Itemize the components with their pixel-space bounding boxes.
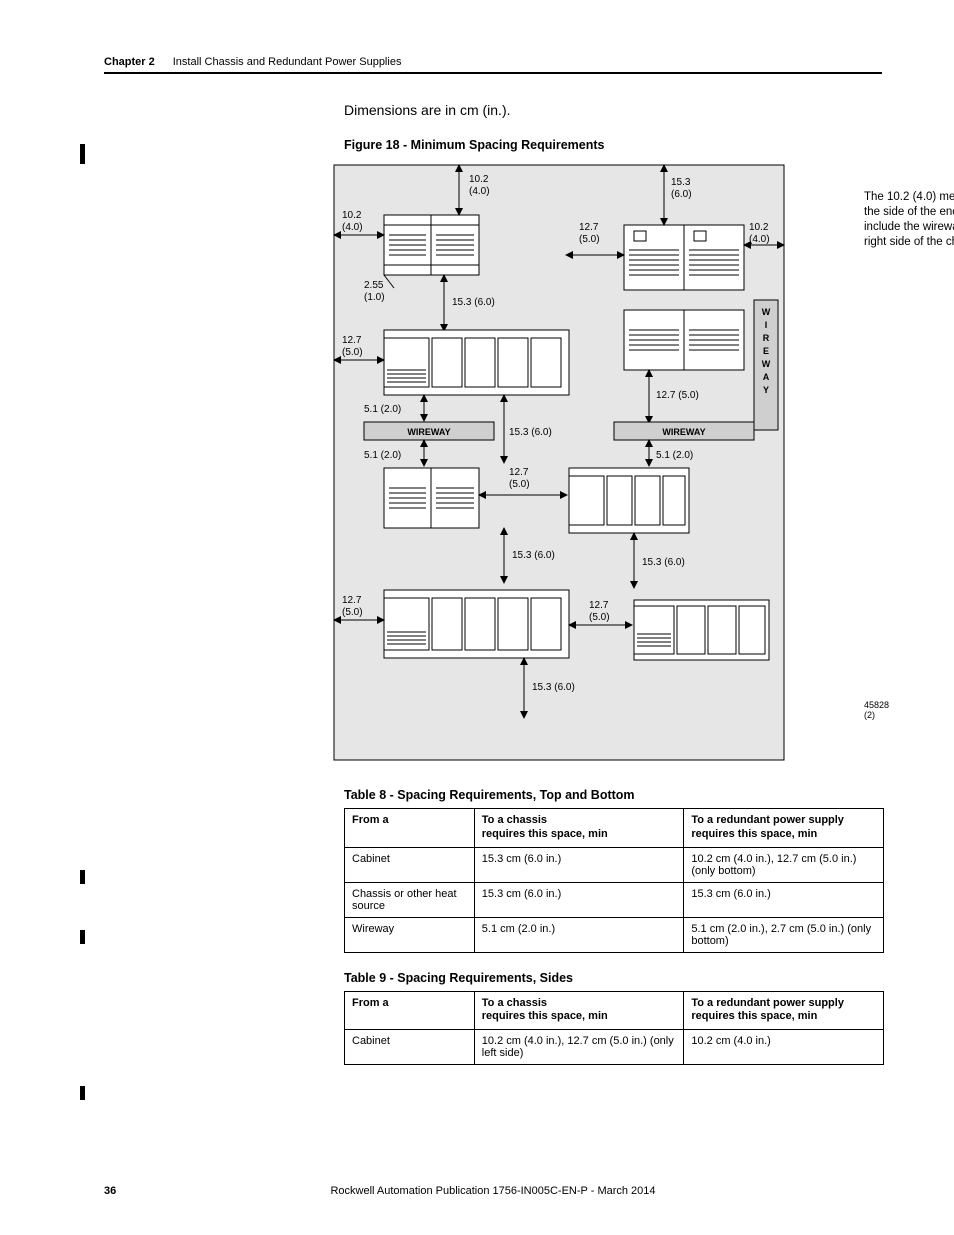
publication-line: Rockwell Automation Publication 1756-IN0… bbox=[330, 1185, 655, 1197]
svg-text:5.1 (2.0): 5.1 (2.0) bbox=[364, 450, 401, 461]
svg-text:12.7: 12.7 bbox=[342, 335, 362, 346]
figure-18: W I R E W A Y 10.2 (4.0) 10.2 (4.0) bbox=[234, 160, 882, 770]
table-row: Chassis or other heat source15.3 cm (6.0… bbox=[345, 882, 884, 917]
svg-text:W: W bbox=[762, 359, 771, 369]
page-number: 36 bbox=[104, 1185, 116, 1197]
table8: From a To a chassis requires this space,… bbox=[344, 808, 884, 953]
svg-text:12.7: 12.7 bbox=[589, 600, 609, 611]
svg-text:10.2: 10.2 bbox=[749, 222, 769, 233]
svg-text:5.1 (2.0): 5.1 (2.0) bbox=[656, 450, 693, 461]
svg-text:15.3: 15.3 bbox=[671, 177, 691, 188]
figure-side-note: The 10.2 (4.0) measurement to the side o… bbox=[864, 190, 954, 250]
table9-col0: From a bbox=[345, 991, 475, 1030]
spacing-diagram: W I R E W A Y 10.2 (4.0) 10.2 (4.0) bbox=[234, 160, 794, 770]
chapter-label: Chapter 2 bbox=[104, 56, 155, 68]
svg-text:WIREWAY: WIREWAY bbox=[407, 427, 450, 437]
svg-text:15.3 (6.0): 15.3 (6.0) bbox=[642, 557, 685, 568]
running-header: Chapter 2 Install Chassis and Redundant … bbox=[104, 56, 882, 74]
table8-col1: To a chassis requires this space, min bbox=[474, 809, 684, 848]
svg-text:(5.0): (5.0) bbox=[589, 612, 610, 623]
svg-text:(5.0): (5.0) bbox=[342, 607, 363, 618]
table8-col2: To a redundant power supply requires thi… bbox=[684, 809, 884, 848]
table8-col0: From a bbox=[345, 809, 475, 848]
svg-text:15.3 (6.0): 15.3 (6.0) bbox=[509, 427, 552, 438]
svg-text:2.55: 2.55 bbox=[364, 280, 384, 291]
figure-ref: 45828 (2) bbox=[864, 700, 889, 720]
svg-text:(6.0): (6.0) bbox=[671, 189, 692, 200]
svg-text:12.7: 12.7 bbox=[509, 467, 529, 478]
figure-caption: Figure 18 - Minimum Spacing Requirements bbox=[344, 138, 882, 152]
svg-text:(4.0): (4.0) bbox=[469, 186, 490, 197]
intro-text: Dimensions are in cm (in.). bbox=[344, 102, 882, 118]
svg-text:5.1 (2.0): 5.1 (2.0) bbox=[364, 404, 401, 415]
table9: From a To a chassis requires this space,… bbox=[344, 991, 884, 1066]
svg-text:Y: Y bbox=[763, 385, 769, 395]
svg-text:12.7: 12.7 bbox=[342, 595, 362, 606]
svg-text:E: E bbox=[763, 346, 769, 356]
svg-text:(5.0): (5.0) bbox=[342, 347, 363, 358]
svg-text:10.2: 10.2 bbox=[342, 210, 362, 221]
svg-text:I: I bbox=[765, 320, 768, 330]
table9-caption: Table 9 - Spacing Requirements, Sides bbox=[344, 971, 882, 985]
svg-text:(4.0): (4.0) bbox=[342, 222, 363, 233]
svg-text:15.3 (6.0): 15.3 (6.0) bbox=[452, 297, 495, 308]
svg-text:A: A bbox=[763, 372, 770, 382]
svg-text:10.2: 10.2 bbox=[469, 174, 489, 185]
svg-text:15.3 (6.0): 15.3 (6.0) bbox=[532, 682, 575, 693]
table9-col1: To a chassis requires this space, min bbox=[474, 991, 684, 1030]
svg-text:12.7: 12.7 bbox=[579, 222, 599, 233]
svg-text:15.3 (6.0): 15.3 (6.0) bbox=[512, 550, 555, 561]
svg-text:(4.0): (4.0) bbox=[749, 234, 770, 245]
svg-text:W: W bbox=[762, 307, 771, 317]
svg-text:(1.0): (1.0) bbox=[364, 292, 385, 303]
page-footer: 36 Rockwell Automation Publication 1756-… bbox=[104, 1185, 882, 1197]
svg-text:(5.0): (5.0) bbox=[579, 234, 600, 245]
table-row: Cabinet15.3 cm (6.0 in.)10.2 cm (4.0 in.… bbox=[345, 847, 884, 882]
table8-caption: Table 8 - Spacing Requirements, Top and … bbox=[344, 788, 882, 802]
table-row: Cabinet10.2 cm (4.0 in.), 12.7 cm (5.0 i… bbox=[345, 1030, 884, 1065]
svg-text:R: R bbox=[763, 333, 770, 343]
table-row: Wireway5.1 cm (2.0 in.)5.1 cm (2.0 in.),… bbox=[345, 917, 884, 952]
svg-text:12.7 (5.0): 12.7 (5.0) bbox=[656, 390, 699, 401]
svg-text:WIREWAY: WIREWAY bbox=[662, 427, 705, 437]
section-title: Install Chassis and Redundant Power Supp… bbox=[173, 56, 402, 68]
svg-text:(5.0): (5.0) bbox=[509, 479, 530, 490]
table9-col2: To a redundant power supply requires thi… bbox=[684, 991, 884, 1030]
